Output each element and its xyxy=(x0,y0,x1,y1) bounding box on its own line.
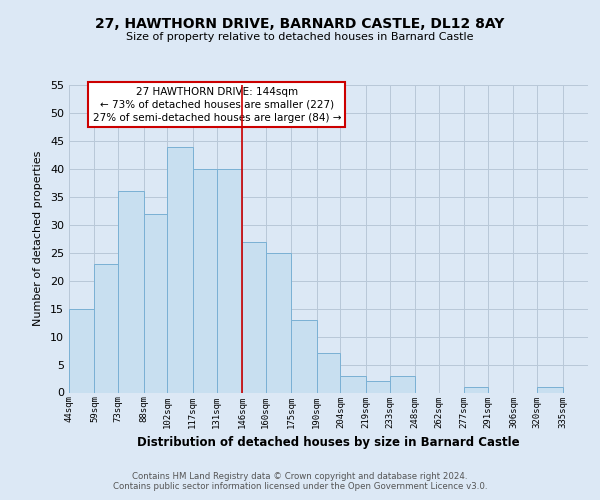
Bar xyxy=(118,191,143,392)
Text: Contains public sector information licensed under the Open Government Licence v3: Contains public sector information licen… xyxy=(113,482,487,491)
Bar xyxy=(167,146,193,392)
Bar xyxy=(537,387,563,392)
Bar xyxy=(94,264,118,392)
Text: 27 HAWTHORN DRIVE: 144sqm
← 73% of detached houses are smaller (227)
27% of semi: 27 HAWTHORN DRIVE: 144sqm ← 73% of detac… xyxy=(92,86,341,123)
Bar xyxy=(143,214,167,392)
Bar xyxy=(242,242,266,392)
Bar xyxy=(69,308,94,392)
Bar xyxy=(217,169,242,392)
Bar xyxy=(366,382,389,392)
Bar xyxy=(464,387,488,392)
Text: Size of property relative to detached houses in Barnard Castle: Size of property relative to detached ho… xyxy=(126,32,474,42)
Text: 27, HAWTHORN DRIVE, BARNARD CASTLE, DL12 8AY: 27, HAWTHORN DRIVE, BARNARD CASTLE, DL12… xyxy=(95,18,505,32)
Bar xyxy=(291,320,317,392)
Bar xyxy=(266,252,291,392)
Text: Contains HM Land Registry data © Crown copyright and database right 2024.: Contains HM Land Registry data © Crown c… xyxy=(132,472,468,481)
Y-axis label: Number of detached properties: Number of detached properties xyxy=(33,151,43,326)
Bar xyxy=(193,169,217,392)
Bar xyxy=(389,376,415,392)
Bar xyxy=(340,376,366,392)
Bar xyxy=(317,354,340,393)
X-axis label: Distribution of detached houses by size in Barnard Castle: Distribution of detached houses by size … xyxy=(137,436,520,449)
